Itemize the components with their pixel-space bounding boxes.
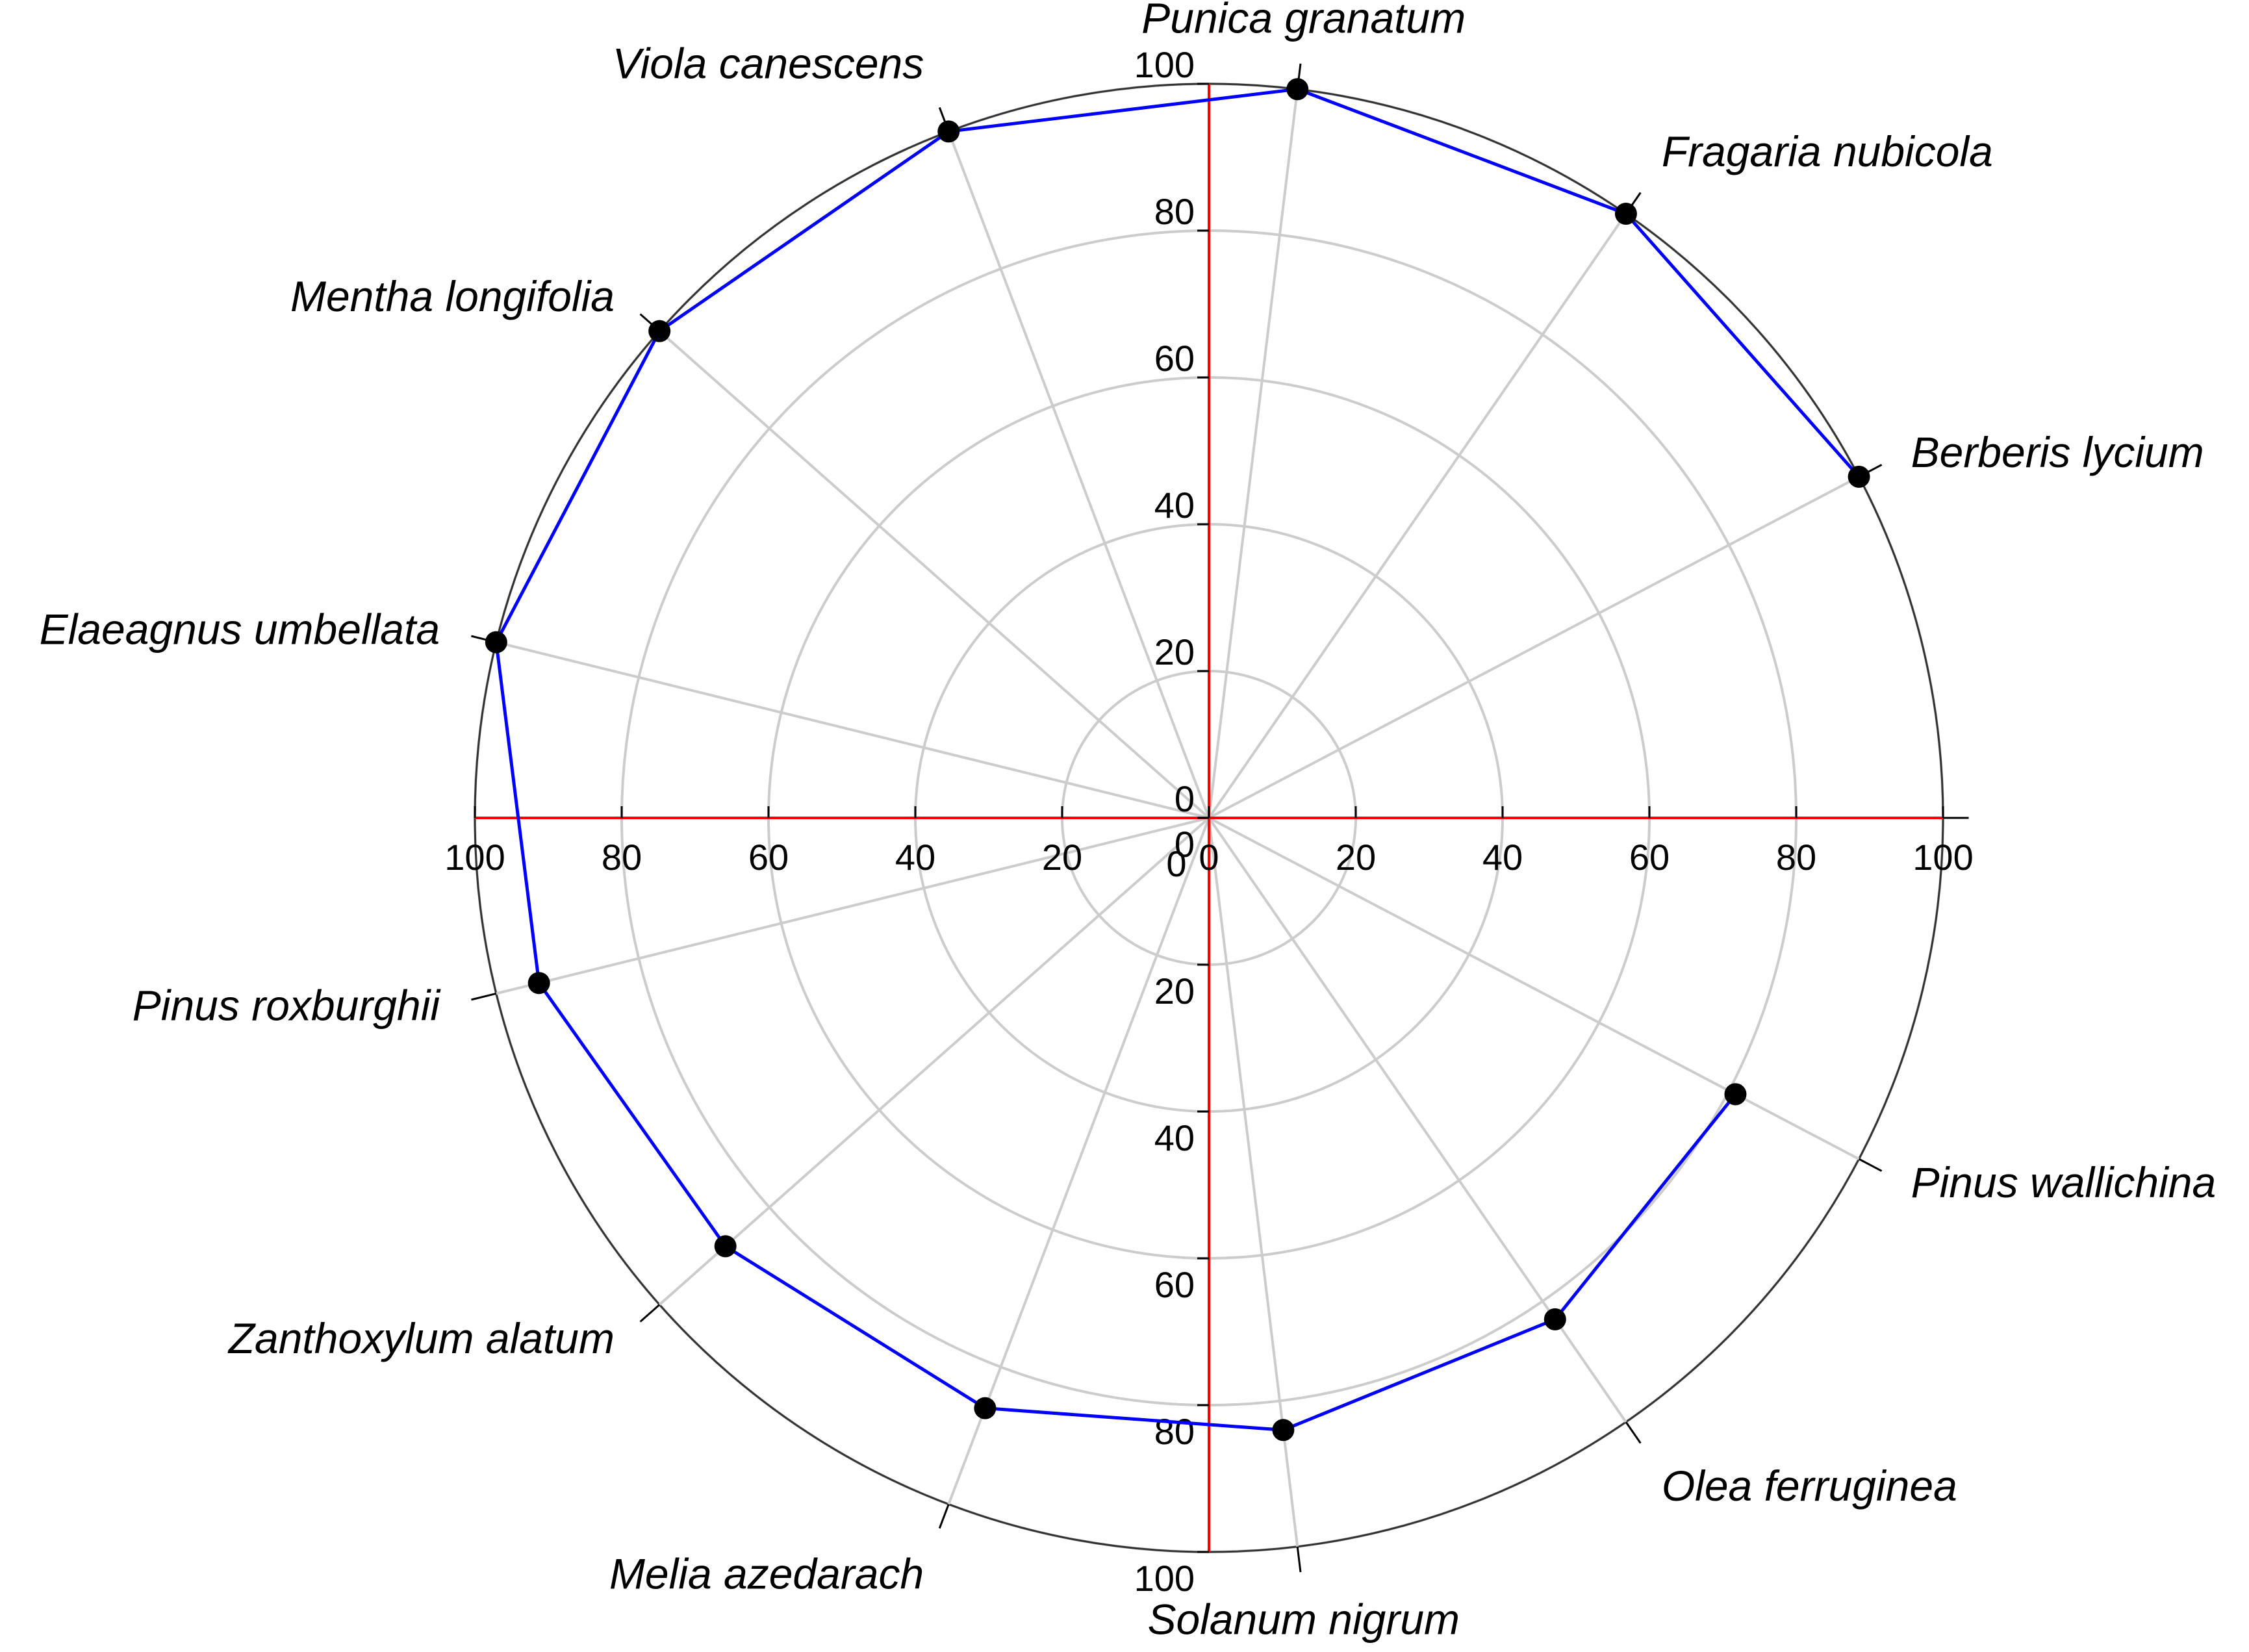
tick-label: 40 — [895, 837, 935, 878]
data-point — [1272, 1419, 1295, 1442]
tick-label: 0 — [1175, 778, 1195, 819]
series-line — [494, 87, 1861, 1432]
category-label: Melia azedarach — [609, 1550, 924, 1598]
tick-label: 0 — [1199, 837, 1219, 878]
tick-label: 0 — [1166, 843, 1186, 884]
tick-label: 60 — [1154, 338, 1195, 379]
data-point — [527, 972, 550, 995]
spoke-tick — [471, 992, 497, 1001]
tick-label: 40 — [1154, 1117, 1195, 1158]
tick-label: 60 — [1154, 1264, 1195, 1305]
category-label: Olea ferruginea — [1662, 1462, 1957, 1510]
category-label: Pinus roxburghii — [133, 981, 442, 1029]
tick-label: 100 — [444, 837, 505, 878]
tick-label: 100 — [1134, 44, 1195, 85]
tick-label: 100 — [1912, 837, 1973, 878]
spoke-tick — [639, 1304, 661, 1323]
data-point — [1286, 78, 1309, 101]
data-point — [1724, 1083, 1747, 1106]
data-point — [714, 1235, 737, 1258]
data-point — [1544, 1308, 1566, 1330]
tick-label: 80 — [1154, 1411, 1195, 1452]
tick-label: 0 — [1175, 824, 1195, 865]
data-point — [937, 120, 960, 143]
category-label: Fragaria nubicola — [1662, 127, 1993, 175]
category-label: Viola canescens — [613, 39, 924, 87]
tick-label: 60 — [1629, 837, 1670, 878]
tick-label: 40 — [1154, 485, 1195, 526]
spoke-tick — [1858, 1158, 1883, 1172]
tick-label: 100 — [1134, 1558, 1195, 1599]
category-label: Zanthoxylum alatum — [227, 1314, 615, 1362]
spoke — [1208, 817, 1860, 1160]
data-point — [485, 631, 507, 654]
spoke-tick — [1625, 1421, 1642, 1444]
category-label: Pinus wallichina — [1911, 1158, 2217, 1206]
category-label: Mentha longifolia — [290, 272, 615, 320]
tick-label: 60 — [748, 837, 789, 878]
spoke-tick — [1296, 1546, 1302, 1573]
category-label: Berberis lycium — [1911, 428, 2204, 476]
data-point — [1848, 465, 1870, 488]
tick-label: 80 — [1776, 837, 1816, 878]
data-point — [974, 1397, 997, 1419]
spoke — [658, 817, 1210, 1306]
data-point — [1614, 203, 1637, 225]
spoke — [1208, 88, 1299, 819]
tick-label: 20 — [1154, 971, 1195, 1011]
data-point — [648, 320, 671, 342]
spoke — [658, 330, 1210, 819]
spoke — [1208, 476, 1860, 819]
category-label: Elaeagnus umbellata — [40, 605, 440, 654]
tick-label: 80 — [602, 837, 642, 878]
spoke — [947, 131, 1210, 819]
tick-label: 20 — [1336, 837, 1376, 878]
category-label: Punica granatum — [1141, 0, 1466, 42]
tick-label: 40 — [1482, 837, 1523, 878]
tick-label: 20 — [1042, 837, 1082, 878]
tick-label: 20 — [1154, 631, 1195, 672]
tick-label: 80 — [1154, 191, 1195, 232]
spoke — [947, 817, 1210, 1505]
spoke — [1208, 212, 1627, 819]
spoke — [496, 641, 1210, 819]
category-label: Solanum nigrum — [1147, 1595, 1460, 1643]
spoke — [496, 817, 1210, 995]
spoke-tick — [938, 1504, 950, 1529]
